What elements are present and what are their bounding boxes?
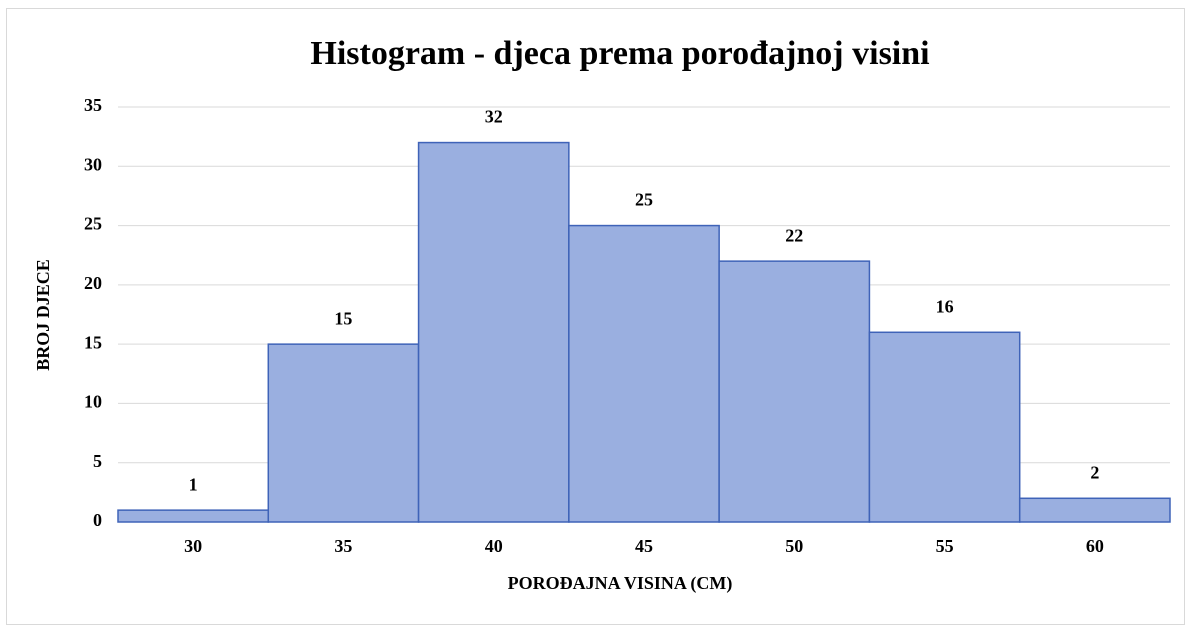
bar (868, 331, 1021, 523)
y-tick-label: 0 (93, 510, 102, 530)
x-tick-label: 60 (1086, 536, 1104, 556)
bar (568, 224, 720, 523)
y-tick-label: 30 (84, 154, 102, 174)
y-tick-label: 20 (84, 273, 102, 293)
bar (117, 509, 270, 523)
data-label: 15 (334, 308, 352, 328)
y-tick-label: 15 (84, 332, 102, 352)
bar (267, 343, 420, 523)
x-tick-label: 55 (936, 536, 954, 556)
chart-title: Histogram - djeca prema porođajnoj visin… (310, 35, 929, 72)
x-tick-label: 35 (334, 536, 352, 556)
y-tick-label: 10 (84, 392, 102, 412)
data-label: 2 (1090, 462, 1099, 482)
x-axis-label: POROĐAJNA VISINA (CM) (508, 573, 733, 594)
x-tick-label: 30 (184, 536, 202, 556)
bar (718, 260, 871, 523)
bar (1018, 497, 1171, 523)
data-label: 25 (635, 190, 653, 210)
data-label: 16 (936, 296, 954, 316)
y-tick-label: 25 (84, 214, 102, 234)
y-tick-label: 35 (84, 95, 102, 115)
x-tick-label: 50 (785, 536, 803, 556)
y-axis-label: BROJ DJECE (33, 259, 53, 371)
x-tick-label: 40 (485, 536, 503, 556)
data-label: 1 (189, 474, 198, 494)
x-tick-label: 45 (635, 536, 653, 556)
data-label: 22 (785, 225, 803, 245)
y-tick-label: 5 (93, 451, 102, 471)
data-label: 32 (485, 107, 503, 127)
bar (417, 141, 570, 523)
